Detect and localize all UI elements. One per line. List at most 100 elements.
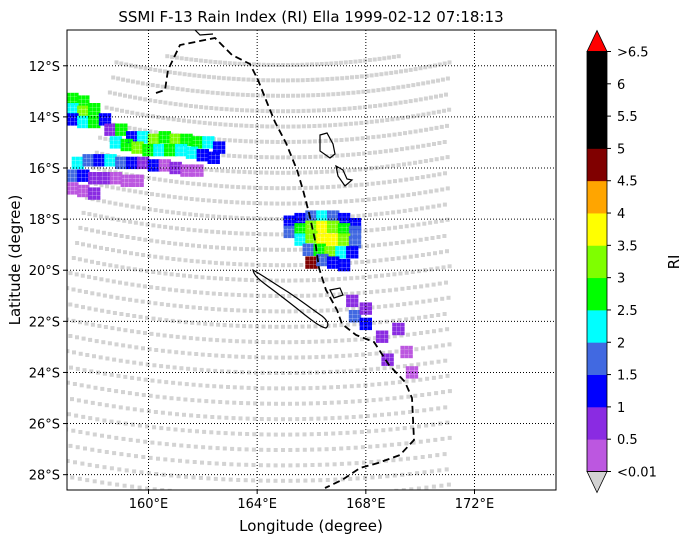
rain-cell [123,165,128,170]
swath-cell [392,396,397,401]
swath-cell [87,243,91,248]
rain-cell [156,159,161,164]
rain-cell [357,225,362,230]
swath-cell [251,478,256,483]
rain-cell [305,235,310,239]
swath-cell [396,364,401,369]
swath-cell [127,125,132,130]
swath-cell [231,76,236,81]
swath-cell [172,442,177,447]
swath-cell [296,124,301,129]
swath-cell [286,186,291,191]
swath-cell [221,153,226,158]
rain-cell [130,160,135,165]
swath-cell [75,366,80,371]
swath-cell [408,99,413,104]
swath-cell [290,78,295,83]
swath-cell [107,434,112,439]
swath-cell [177,257,182,262]
swath-cell [366,89,371,94]
rain-cell [221,149,226,154]
swath-cell [150,440,155,445]
rain-cell [305,210,310,215]
swath-cell [189,413,194,418]
rain-cell [88,180,92,185]
rain-cell [400,354,405,359]
swath-cell [215,338,220,343]
swath-cell [170,54,175,59]
swath-cell [243,154,248,159]
swath-cell [327,354,332,359]
rain-cell [81,115,86,120]
rain-cell [350,298,355,303]
rain-cell [136,165,141,170]
colorbar-tick-label: 4.5 [617,175,638,190]
rain-cell [120,174,125,179]
swath-cell [302,447,307,452]
rain-cell [384,334,389,339]
rain-cell [317,243,322,248]
swath-cell [381,350,386,355]
rain-cell [141,160,146,165]
rain-cell [119,165,124,170]
swath-cell [253,386,258,391]
rain-cell [381,357,386,362]
swath-cell [357,399,362,404]
swath-cell [119,61,124,66]
swath-cell [230,446,235,451]
swath-cell [404,441,409,446]
swath-cell [145,269,149,274]
swath-cell [275,232,280,237]
swath-cell [421,81,426,86]
rain-cell [184,172,189,177]
swath-cell [332,107,337,112]
swath-cell [203,244,207,249]
swath-cell [420,393,425,397]
swath-cell [269,247,273,252]
colorbar-extend-min [586,471,608,494]
rain-cell [389,361,394,366]
swath-cell [442,312,447,316]
swath-cell [100,386,105,391]
rain-cell [305,264,310,269]
rain-cell [205,149,209,153]
swath-cell [311,108,316,113]
rain-cell [151,137,156,142]
rain-cell [202,140,207,145]
swath-cell [143,237,148,242]
rain-cell [414,374,419,379]
swath-cell [406,239,411,244]
swath-cell [314,62,319,67]
rain-cell [146,143,151,148]
rain-cell [324,224,329,229]
swath-cell [438,374,443,379]
rain-cell [85,189,90,193]
swath-cell [406,192,411,197]
swath-cell [133,64,138,69]
rain-cell [400,331,405,336]
swath-cell [191,305,196,310]
swath-cell [341,353,346,358]
swath-cell [167,241,172,245]
swath-cell [301,401,306,406]
swath-cell [375,444,380,449]
swath-cell [235,200,240,205]
swath-cell [281,371,285,375]
rain-cell [151,163,156,168]
swath-cell [155,239,160,244]
swath-cell [217,415,222,420]
swath-cell [169,272,174,277]
swath-cell [378,149,383,154]
swath-cell [409,425,414,430]
swath-cell [370,475,375,480]
swath-cell [138,65,143,70]
swath-cell [109,419,114,424]
swath-cell [410,316,415,321]
swath-cell [433,219,438,224]
rain-cell [195,140,200,145]
rain-cell [335,229,340,233]
swath-cell [424,236,429,241]
swath-cell [145,424,149,429]
rain-cell [354,303,359,308]
swath-cell [328,123,332,128]
